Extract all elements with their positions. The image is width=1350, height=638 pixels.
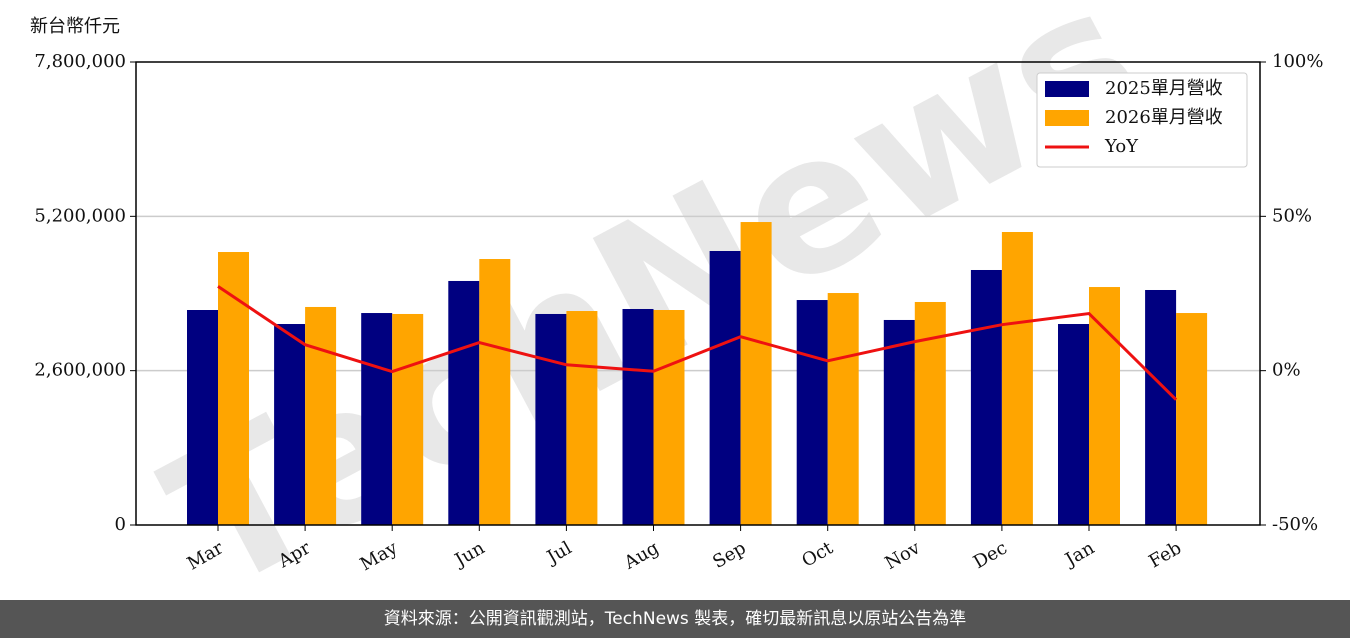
bar bbox=[274, 324, 306, 525]
y2-tick-label: 0% bbox=[1272, 360, 1301, 381]
bar bbox=[740, 222, 772, 525]
bar bbox=[709, 250, 741, 526]
bar bbox=[1145, 289, 1177, 525]
y-axis-label: 新台幣仟元 bbox=[30, 16, 120, 37]
bar bbox=[1058, 324, 1089, 525]
legend-swatch bbox=[1045, 81, 1089, 97]
x-tick-label: Jul bbox=[542, 537, 576, 569]
bar bbox=[566, 311, 598, 525]
bar bbox=[1089, 287, 1120, 525]
y-tick-label: 5,200,000 bbox=[34, 205, 126, 226]
legend-label: YoY bbox=[1104, 136, 1139, 157]
y-tick-label: 2,600,000 bbox=[34, 360, 126, 381]
x-tick-label: Dec bbox=[970, 537, 1011, 573]
y2-tick-label: 100% bbox=[1272, 51, 1323, 72]
yoy-line bbox=[217, 285, 1178, 401]
bar bbox=[622, 308, 654, 525]
legend-label: 2026單月營收 bbox=[1105, 107, 1223, 128]
x-tick-label: Jun bbox=[450, 537, 489, 572]
legend-label: 2025單月營收 bbox=[1105, 78, 1223, 99]
bar bbox=[1176, 313, 1208, 525]
bar bbox=[218, 252, 249, 526]
chart: 新台幣仟元 TechNews 02,600,0005,200,0007,800,… bbox=[30, 0, 1323, 600]
bar bbox=[883, 319, 915, 525]
bar bbox=[796, 300, 828, 525]
bar bbox=[827, 293, 859, 525]
bar bbox=[305, 306, 337, 525]
x-tick-label: Sep bbox=[709, 537, 749, 572]
bar bbox=[392, 313, 424, 525]
x-tick-label: Jan bbox=[1060, 537, 1098, 571]
y-tick-label: 0 bbox=[115, 514, 126, 535]
bar bbox=[479, 259, 511, 525]
legend-box bbox=[1036, 72, 1248, 168]
x-tick-label: Oct bbox=[798, 537, 837, 572]
x-tick-label: Aug bbox=[620, 537, 663, 574]
footer: 資料來源：公開資訊觀測站，TechNews 製表，確切最新訊息以原站公告為準 bbox=[0, 600, 1350, 638]
bar bbox=[361, 313, 393, 525]
plot-frame bbox=[135, 61, 1261, 526]
bar bbox=[535, 313, 567, 525]
y-tick-label: 7,800,000 bbox=[34, 51, 126, 72]
bar bbox=[970, 269, 1002, 525]
x-tick-label: Feb bbox=[1145, 537, 1185, 572]
bar bbox=[187, 310, 218, 525]
y2-tick-label: 50% bbox=[1272, 205, 1312, 226]
bar bbox=[653, 310, 685, 525]
x-tick-label: Nov bbox=[881, 537, 924, 574]
legend-swatch bbox=[1045, 110, 1089, 126]
bar bbox=[448, 280, 480, 525]
y2-tick-label: -50% bbox=[1272, 514, 1318, 535]
bar bbox=[1001, 232, 1033, 526]
